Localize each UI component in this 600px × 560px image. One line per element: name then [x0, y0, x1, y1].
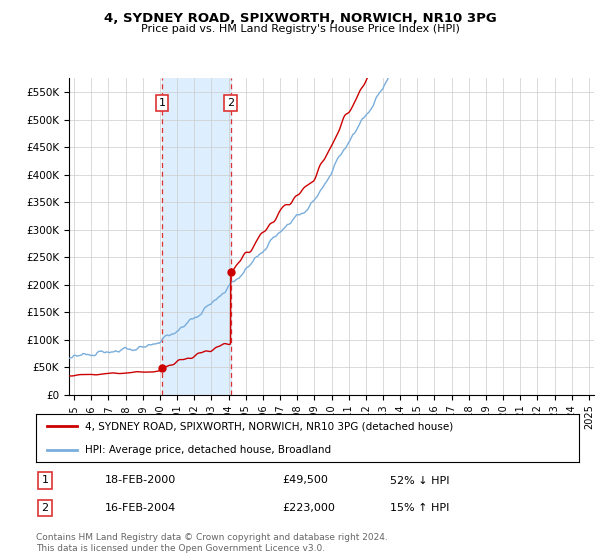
Text: Price paid vs. HM Land Registry's House Price Index (HPI): Price paid vs. HM Land Registry's House … — [140, 24, 460, 34]
Text: 4, SYDNEY ROAD, SPIXWORTH, NORWICH, NR10 3PG (detached house): 4, SYDNEY ROAD, SPIXWORTH, NORWICH, NR10… — [85, 421, 453, 431]
Text: 2: 2 — [41, 503, 49, 513]
Text: 2: 2 — [227, 98, 234, 108]
Text: HPI: Average price, detached house, Broadland: HPI: Average price, detached house, Broa… — [85, 445, 331, 455]
Text: 1: 1 — [41, 475, 49, 486]
Text: 16-FEB-2004: 16-FEB-2004 — [105, 503, 176, 513]
Text: 1: 1 — [158, 98, 166, 108]
Text: 4, SYDNEY ROAD, SPIXWORTH, NORWICH, NR10 3PG: 4, SYDNEY ROAD, SPIXWORTH, NORWICH, NR10… — [104, 12, 496, 25]
Text: 18-FEB-2000: 18-FEB-2000 — [105, 475, 176, 486]
Bar — [162, 78, 230, 395]
Text: £49,500: £49,500 — [282, 475, 328, 486]
Text: Contains HM Land Registry data © Crown copyright and database right 2024.
This d: Contains HM Land Registry data © Crown c… — [36, 533, 388, 553]
Text: £223,000: £223,000 — [282, 503, 335, 513]
Text: 15% ↑ HPI: 15% ↑ HPI — [390, 503, 449, 513]
Text: 52% ↓ HPI: 52% ↓ HPI — [390, 475, 449, 486]
